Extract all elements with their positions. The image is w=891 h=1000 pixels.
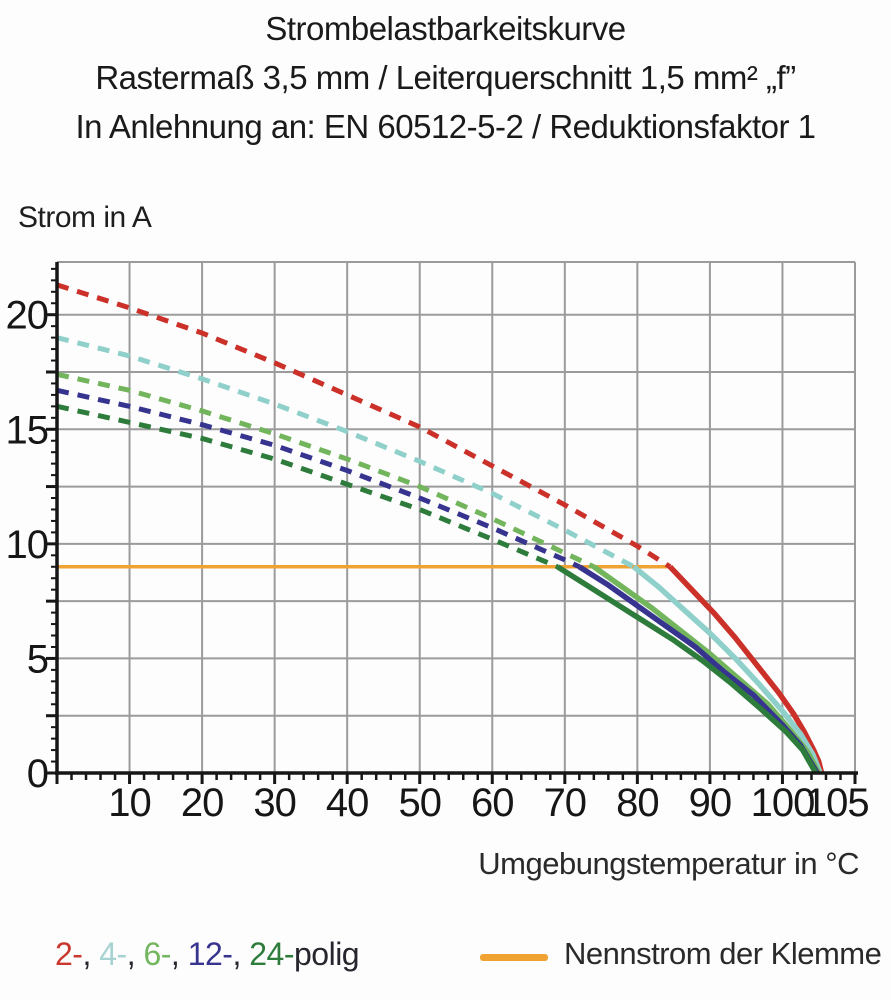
legend-pole-4polig: 4-	[99, 936, 127, 972]
chart-title-line2: Rastermaß 3,5 mm / Leiterquerschnitt 1,5…	[95, 59, 796, 96]
chart-title-line3: In Anlehnung an: EN 60512-5-2 / Reduktio…	[75, 108, 816, 145]
x-tick-label: 10	[108, 781, 151, 825]
curve-solid-24-polig	[556, 564, 819, 775]
legend-separator: ,	[126, 936, 144, 972]
legend-separator: ,	[170, 936, 188, 972]
y-tick-label: 20	[6, 294, 49, 338]
x-tick-label: 70	[544, 781, 587, 825]
chart-title-line1: Strombelastbarkeitskurve	[265, 10, 626, 47]
x-tick-label: 100	[751, 781, 815, 825]
x-tick-label: 105	[805, 781, 869, 825]
legend-pole-6polig: 6-	[143, 936, 171, 972]
legend-suffix-polig: polig	[293, 936, 360, 972]
rated-current-line-swatch	[480, 953, 548, 961]
y-axis-title: Strom in A	[18, 201, 152, 234]
x-tick-label: 80	[616, 781, 659, 825]
curve-dashed-6-polig	[56, 371, 595, 570]
x-axis-title: Umgebungstemperatur in °C	[478, 846, 859, 881]
y-tick-label: 0	[27, 752, 48, 796]
curve-dashed-4-polig	[56, 335, 635, 569]
x-tick-label: 40	[326, 781, 369, 825]
rated-current-label: Nennstrom der Klemme	[564, 936, 882, 971]
x-tick-label: 20	[181, 781, 224, 825]
curve-dashed-12-polig	[56, 387, 581, 570]
y-tick-label: 5	[27, 637, 48, 681]
curve-dashed-2-polig	[56, 282, 672, 569]
legend-pole-12polig: 12-	[187, 936, 233, 972]
chart-title: Strombelastbarkeitskurve Rastermaß 3,5 m…	[0, 4, 891, 151]
curve-dashed-24-polig	[56, 403, 559, 570]
x-tick-label: 90	[689, 781, 732, 825]
legend-pole-2polig: 2-	[55, 936, 83, 972]
legend-pole-counts: 2-, 4-, 6-, 12-, 24-polig	[55, 936, 360, 973]
legend-separator: ,	[232, 936, 250, 972]
legend-pole-24polig: 24-	[249, 936, 294, 972]
x-tick-label: 60	[471, 781, 514, 825]
y-tick-label: 10	[6, 523, 49, 567]
legend-rated-current: Nennstrom der Klemme	[480, 936, 882, 972]
x-tick-label: 50	[398, 781, 441, 825]
x-tick-label: 30	[253, 781, 296, 825]
legend-separator: ,	[82, 936, 100, 972]
curve-solid-4-polig	[632, 564, 823, 775]
y-tick-label: 15	[6, 408, 49, 452]
